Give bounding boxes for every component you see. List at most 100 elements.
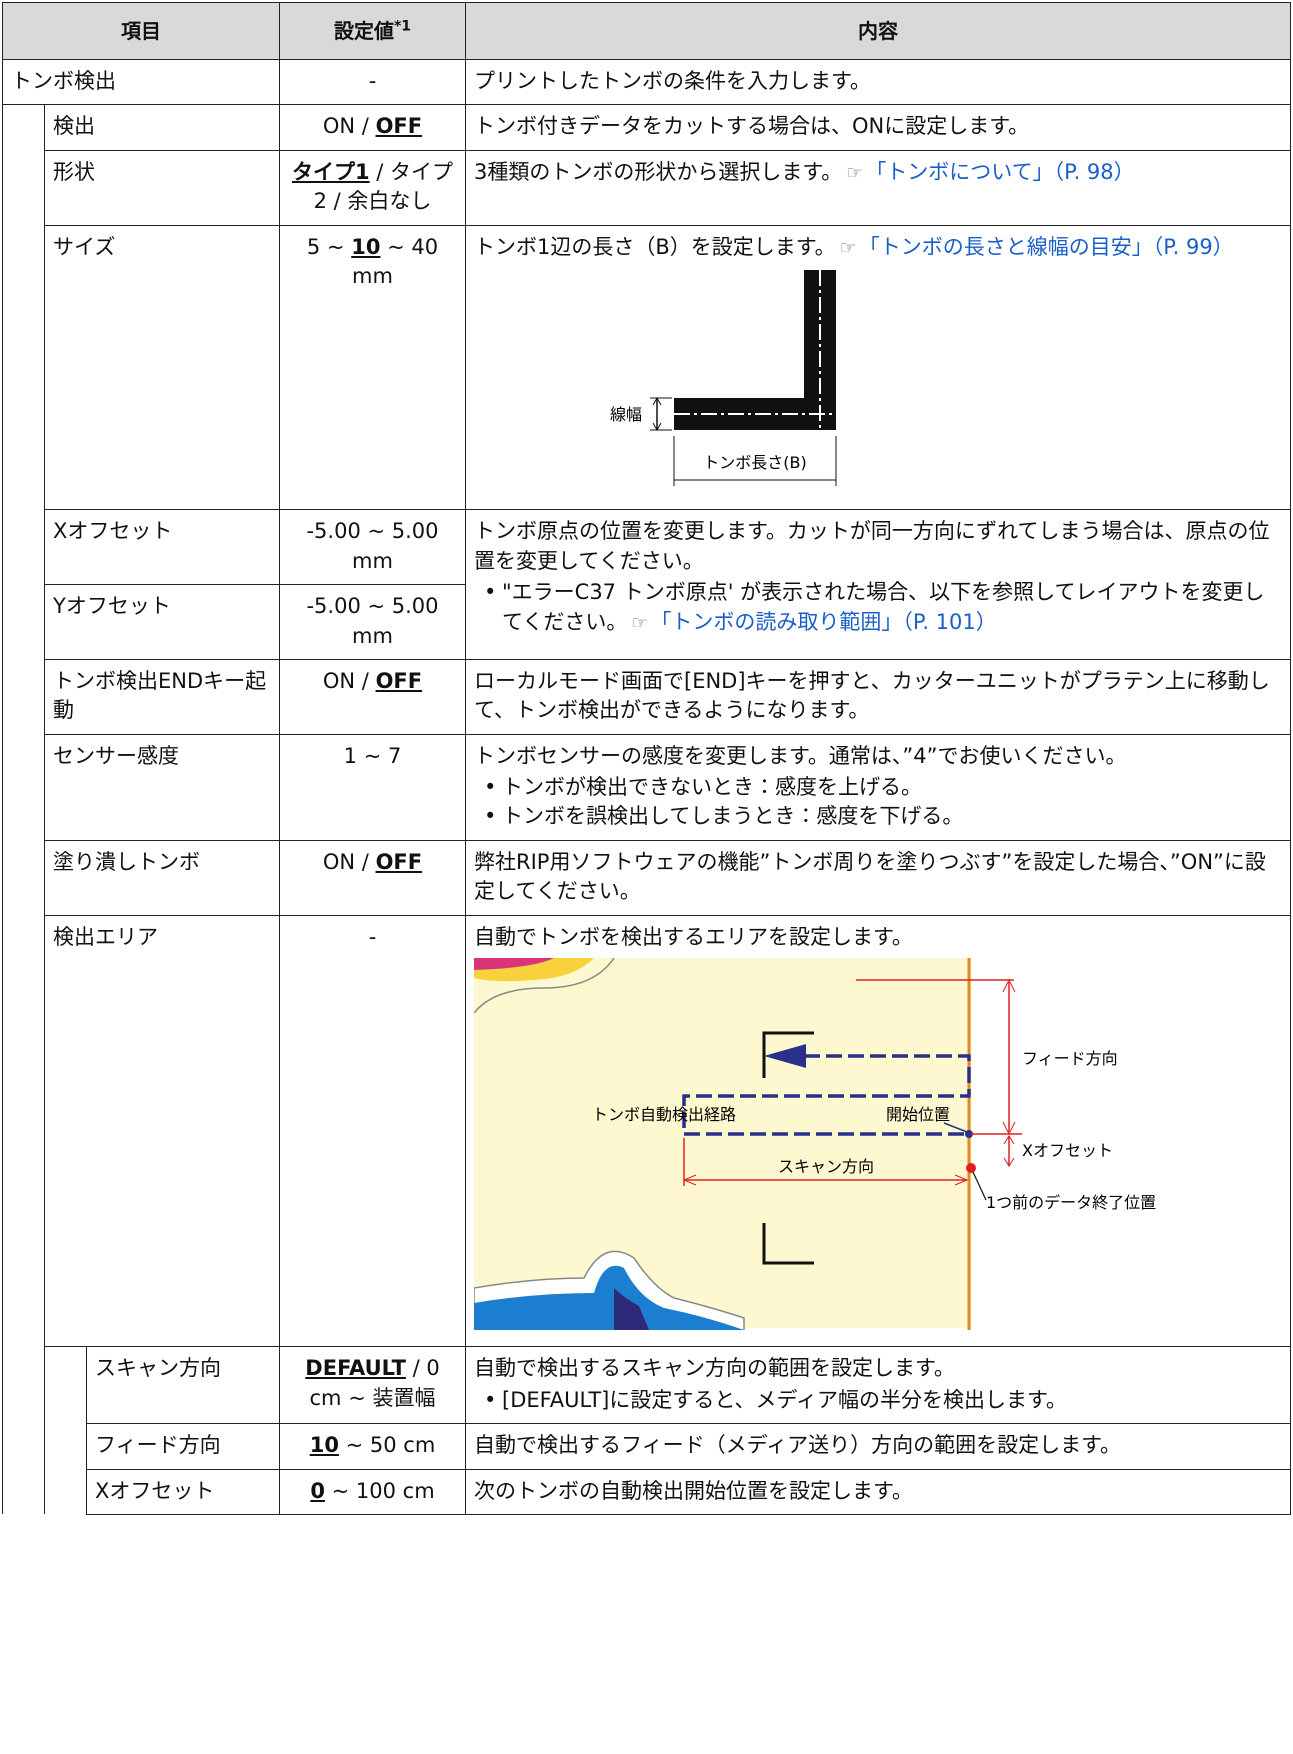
header-row: 項目 設定値*1 内容 <box>2 2 1291 60</box>
item-cell: スキャン方向 <box>86 1346 280 1425</box>
setting-cell: 0 ~ 100 cm <box>279 1468 466 1515</box>
bullet-list: [DEFAULT]に設定すると、メディア幅の半分を検出します。 <box>474 1386 1282 1416</box>
indent-cell <box>2 509 45 585</box>
bullet-item: トンボを誤検出してしまうとき：感度を下げる。 <box>484 802 1282 832</box>
description: 弊社RIP用ソフトウェアの機能”トンボ周りを塗りつぶす”を設定した場合、”ON”… <box>474 849 1266 904</box>
content-text: 自動でトンボを検出するエリアを設定します。 <box>474 923 1282 952</box>
setting-default: OFF <box>375 668 423 693</box>
indent-cell <box>44 1423 87 1470</box>
header-cell: 項目 <box>2 2 280 60</box>
content-text: プリントしたトンボの条件を入力します。 <box>474 67 1282 96</box>
table-row: 塗り潰しトンボ ON / OFF 弊社RIP用ソフトウェアの機能”トンボ周りを塗りつ… <box>2 839 1291 916</box>
diagram-label: フィード方向 <box>1022 1049 1118 1068</box>
indent-cell <box>44 1346 87 1424</box>
table-row: Yオフセット -5.00 ~ 5.00 mm <box>2 584 1291 660</box>
reference-icon <box>627 610 650 634</box>
content-text: トンボ付きデータをカットする場合は、ONに設定します。 <box>474 112 1282 141</box>
description: 3種類のトンボの形状から選択します。 <box>474 159 843 184</box>
setting-value: - <box>368 924 377 949</box>
table-row: 検出エリア - 自動でトンボを検出するエリアを設定します。 フィード方向 トンボ自動… <box>2 914 1291 1348</box>
header-note: *1 <box>393 18 412 35</box>
table-body: トンボ検出 - プリントしたトンボの条件を入力します。 検出 ON / OFF トンボ付き… <box>2 58 1291 1515</box>
content-cell: トンボセンサーの感度を変更します。通常は、”4”でお使いください。トンボが検出で… <box>465 733 1291 841</box>
description: プリントしたトンボの条件を入力します。 <box>474 69 871 93</box>
setting-default: タイプ1 <box>291 159 370 184</box>
description: トンボセンサーの感度を変更します。通常は、”4”でお使いください。 <box>474 743 1127 768</box>
content-cell: ローカルモード画面で[END]キーを押すと、カッターユニットがプラテン上に移動し… <box>465 658 1291 735</box>
arrow-head <box>682 1174 969 1186</box>
reference-link: 「トンボの読み取り範囲」（P. 101） <box>650 609 997 634</box>
diagram-label: 開始位置 <box>886 1105 950 1124</box>
setting-cell: ON / OFF <box>279 104 466 151</box>
content-cell: トンボ1辺の長さ（B）を設定します。「トンボの長さと線幅の目安」（P. 99） … <box>465 224 1291 511</box>
indent-cell <box>2 1346 45 1424</box>
leader-line <box>972 1171 987 1201</box>
table-row: トンボ検出 - プリントしたトンボの条件を入力します。 <box>2 58 1291 106</box>
bullet-list: トンボが検出できないとき：感度を上げる。トンボを誤検出してしまうとき：感度を下げ… <box>474 773 1282 832</box>
table-row: 検出 ON / OFF トンボ付きデータをカットする場合は、ONに設定します。 <box>2 104 1291 151</box>
description: トンボ1辺の長さ（B）を設定します。 <box>474 234 836 259</box>
content-text: 次のトンボの自動検出開始位置を設定します。 <box>474 1477 1282 1506</box>
detect-path <box>682 1054 971 1136</box>
content-text: 弊社RIP用ソフトウェアの機能”トンボ周りを塗りつぶす”を設定した場合、”ON”… <box>474 848 1282 907</box>
setting-text: ~ 50 cm <box>338 1433 436 1458</box>
header-content: 内容 <box>858 19 898 43</box>
item-cell: 形状 <box>44 149 280 226</box>
header-item: 項目 <box>121 19 161 43</box>
arrow-head <box>652 396 662 431</box>
item-label: スキャン方向 <box>95 1356 221 1381</box>
header-setting: 設定値 <box>333 19 394 43</box>
setting-cell: DEFAULT / 0 cm ~ 装置幅 <box>279 1346 466 1425</box>
item-cell: センサー感度 <box>44 733 280 841</box>
content-cell: 弊社RIP用ソフトウェアの機能”トンボ周りを塗りつぶす”を設定した場合、”ON”… <box>465 839 1291 916</box>
detection-area-diagram: フィード方向 トンボ自動検出経路 開始位置 Xオフセット スキャン方向 1つ前の… <box>473 957 1156 1331</box>
header-cell: 設定値*1 <box>279 2 466 60</box>
setting-default: 10 <box>309 1433 339 1458</box>
content-cell: トンボ原点の位置を変更します。カットが同一方向にずれてしまう場合は、原点の位置を… <box>465 509 1291 660</box>
leader-line <box>943 1122 968 1133</box>
indent-cell <box>2 840 45 916</box>
mark-size-diagram: 線幅 トンボ長さ(B) <box>610 269 837 486</box>
document: 項目 設定値*1 内容 トンボ検出 - プリントしたトンボの条件を入力します。 検出 O… <box>2 2 1291 1515</box>
content-cell: 自動で検出するフィード（メディア送り）方向の範囲を設定します。 <box>465 1423 1291 1470</box>
content-cell: 3種類のトンボの形状から選択します。「トンボについて」（P. 98） <box>465 149 1291 226</box>
end-point <box>966 1163 976 1174</box>
setting-cell: 5 ~ 10 ~ 40 mm <box>279 224 466 511</box>
bullet-text: トンボを誤検出してしまうとき：感度を下げる。 <box>502 804 964 829</box>
reference-link: 「トンボの長さと線幅の目安」（P. 99） <box>858 234 1234 259</box>
table-row: スキャン方向 DEFAULT / 0 cm ~ 装置幅 自動で検出するスキャン方向の… <box>2 1346 1291 1425</box>
content-text: 自動で検出するスキャン方向の範囲を設定します。 <box>474 1354 1282 1383</box>
setting-text: ON / <box>322 114 376 139</box>
setting-default: 0 <box>310 1478 325 1503</box>
item-label: トンボ検出 <box>11 69 116 93</box>
bullet-text: トンボが検出できないとき：感度を上げる。 <box>502 775 922 800</box>
content-text: ローカルモード画面で[END]キーを押すと、カッターユニットがプラテン上に移動し… <box>474 667 1282 726</box>
setting-cell: 10 ~ 50 cm <box>279 1423 466 1470</box>
table-row: 形状 タイプ1 / タイプ2 / 余白なし 3種類のトンボの形状から選択します。「ト… <box>2 149 1291 226</box>
item-label: Xオフセット <box>53 519 173 544</box>
diagram-label: トンボ自動検出経路 <box>592 1105 736 1124</box>
setting-cell: ON / OFF <box>279 658 466 735</box>
table-row: トンボ検出ENDキー起動 ON / OFF ローカルモード画面で[END]キーを押す… <box>2 658 1291 735</box>
content-text: トンボ1辺の長さ（B）を設定します。「トンボの長さと線幅の目安」（P. 99） <box>474 233 1282 262</box>
bullet-list: "エラーC37 トンボ原点' が表示された場合、以下を参照してレイアウトを変更し… <box>474 578 1282 637</box>
bullet-item: [DEFAULT]に設定すると、メディア幅の半分を検出します。 <box>484 1386 1282 1416</box>
setting-text: / タイプ2 / 余白なし <box>313 159 454 214</box>
item-label: フィード方向 <box>95 1433 221 1458</box>
description: トンボ付きデータをカットする場合は、ONに設定します。 <box>474 114 1030 139</box>
setting-text: / 0 cm ~ 装置幅 <box>309 1356 440 1410</box>
indent-cell <box>44 1469 87 1515</box>
media <box>474 958 972 1329</box>
item-cell: Yオフセット <box>44 584 280 660</box>
description: トンボ原点の位置を変更します。カットが同一方向にずれてしまう場合は、原点の位置を… <box>474 519 1270 573</box>
content-text: トンボ原点の位置を変更します。カットが同一方向にずれてしまう場合は、原点の位置を… <box>474 517 1282 576</box>
diagram: 線幅 トンボ長さ(B) <box>534 268 1282 501</box>
reference-icon <box>836 235 859 259</box>
arrow-head <box>1003 1135 1015 1167</box>
diagram-label: Xオフセット <box>1022 1141 1113 1160</box>
table-row: フィード方向 10 ~ 50 cm 自動で検出するフィード（メディア送り）方向の範囲… <box>2 1423 1291 1470</box>
settings-table: 項目 設定値*1 内容 トンボ検出 - プリントしたトンボの条件を入力します。 検出 O… <box>2 2 1291 1515</box>
item-label: 検出 <box>53 114 95 139</box>
content-cell: トンボ付きデータをカットする場合は、ONに設定します。 <box>465 104 1291 151</box>
